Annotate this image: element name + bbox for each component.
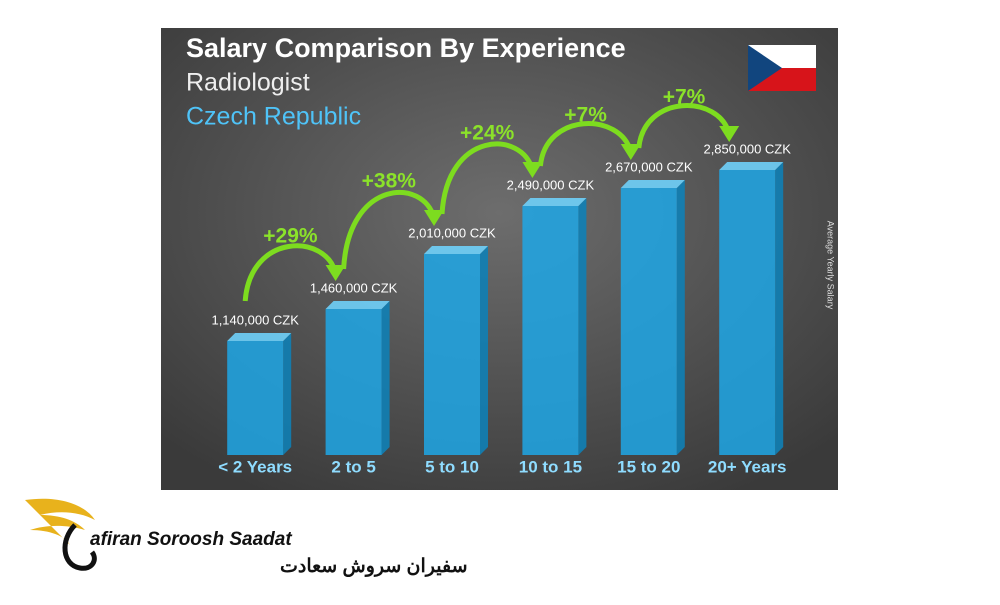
arrow-head: [522, 162, 543, 178]
increase-label: +24%: [460, 122, 515, 145]
increase-arrow: [242, 243, 339, 302]
value-label: 1,140,000 CZK: [211, 312, 299, 327]
x-tick-label: 10 to 15: [519, 457, 582, 476]
increase-arrow: [439, 141, 535, 215]
bar-side: [676, 180, 685, 455]
value-label: 2,010,000 CZK: [408, 225, 496, 240]
plot: 1,140,000 CZK < 2 Years 1,460,000 CZK 2 to …: [211, 86, 791, 477]
x-tick-label: 5 to 10: [425, 457, 479, 476]
bar: [227, 341, 284, 455]
bar: [522, 206, 579, 455]
value-label: 2,490,000 CZK: [507, 177, 595, 192]
increase-label: +38%: [362, 170, 417, 193]
bar-top: [719, 162, 784, 170]
increase-arrow: [636, 103, 732, 149]
arrow-head: [424, 210, 444, 226]
x-tick-label: < 2 Years: [218, 457, 292, 476]
increase-arrow: [341, 189, 437, 270]
bar-side: [578, 198, 587, 455]
x-tick-label: 20+ Years: [708, 457, 787, 476]
bar-side: [775, 162, 784, 455]
arrow-head: [620, 144, 641, 160]
bar-side: [480, 246, 488, 455]
bar-top: [325, 301, 390, 309]
bar: [424, 254, 480, 455]
bar: [620, 188, 677, 455]
logo-name-fa: سفیران سروش سعادت: [280, 556, 468, 577]
bar: [325, 309, 382, 455]
y-axis-label: Average Yearly Salary: [826, 221, 836, 310]
logo-name: afiran Soroosh Saadat: [90, 529, 292, 550]
chart-title: Salary Comparison By Experience: [186, 33, 626, 63]
bar-top: [227, 333, 292, 341]
country: Czech Republic: [186, 103, 361, 131]
arrow-head: [325, 265, 346, 281]
value-label: 2,850,000 CZK: [703, 141, 791, 156]
bar-top: [620, 180, 685, 188]
increase-label: +29%: [263, 225, 318, 248]
bar-side: [283, 333, 292, 455]
x-tick-label: 15 to 20: [617, 457, 680, 476]
x-tick-label: 2 to 5: [331, 457, 375, 476]
flag: [748, 45, 816, 91]
arrow-head: [719, 126, 740, 142]
chart-subtitle: Radiologist: [186, 69, 310, 97]
bar-top: [522, 198, 587, 206]
increase-label: +7%: [564, 104, 607, 127]
bar: [719, 170, 776, 455]
value-label: 2,670,000 CZK: [605, 159, 693, 174]
increase-arrow: [537, 121, 634, 167]
bar-top: [424, 246, 488, 254]
value-label: 1,460,000 CZK: [310, 280, 398, 295]
increase-label: +7%: [663, 86, 706, 109]
logo: afiran Soroosh Saadat سفیران سروش سعادت: [25, 498, 468, 577]
bar-side: [381, 301, 390, 455]
